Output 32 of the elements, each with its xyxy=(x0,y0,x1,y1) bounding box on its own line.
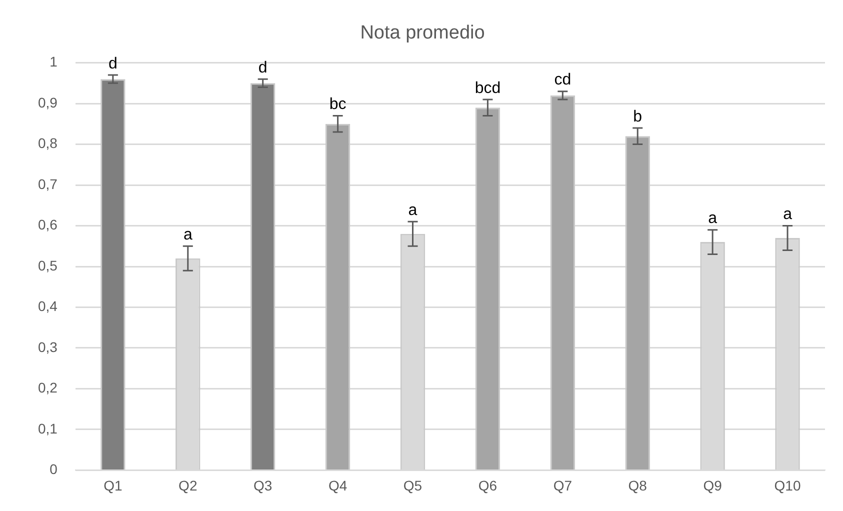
annotation: cd xyxy=(554,72,572,89)
y-tick-label: 0,1 xyxy=(38,420,58,436)
y-tick-label: 0,6 xyxy=(38,216,58,233)
annotation: b xyxy=(633,108,642,126)
x-tick-label: Q1 xyxy=(104,477,122,494)
annotation: d xyxy=(258,60,268,76)
x-tick-label: Q7 xyxy=(553,477,572,494)
y-tick-label: 0 xyxy=(50,461,58,478)
annotation: a xyxy=(408,202,418,220)
annotation: d xyxy=(108,55,118,72)
x-tick-label: Q4 xyxy=(328,477,348,494)
annotation: a xyxy=(783,206,792,224)
annotation: a xyxy=(183,226,192,244)
annotation: a xyxy=(708,210,718,228)
x-tick-label: Q9 xyxy=(703,477,722,494)
x-tick-label: Q6 xyxy=(478,477,498,494)
y-tick-label: 0,7 xyxy=(38,176,58,192)
y-tick-label: 0,9 xyxy=(38,94,58,110)
x-tick-label: Q8 xyxy=(628,477,648,494)
annotation: bcd xyxy=(474,80,501,97)
x-tick-label: Q5 xyxy=(403,477,422,494)
y-tick-label: 0,8 xyxy=(38,135,58,152)
y-tick-label: 0,2 xyxy=(38,380,58,396)
x-tick-label: Q2 xyxy=(178,477,198,494)
x-tick-label: Q10 xyxy=(774,477,801,494)
x-tick-label: Q3 xyxy=(254,477,272,494)
annotation: bc xyxy=(329,96,346,114)
y-tick-label: 0,4 xyxy=(38,298,58,314)
y-tick-label: 0,3 xyxy=(38,338,58,355)
y-tick-label: 0,5 xyxy=(38,257,58,274)
y-tick-label: 1 xyxy=(50,54,58,70)
chart-title: Nota promedio xyxy=(360,22,485,44)
